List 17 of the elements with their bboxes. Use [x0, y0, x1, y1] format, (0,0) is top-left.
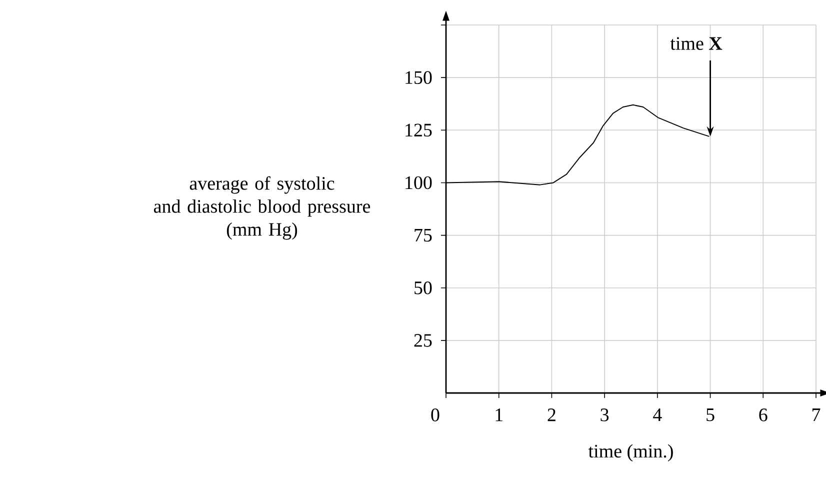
- y-tick-label: 75: [414, 228, 432, 242]
- y-tick-label: 150: [406, 71, 432, 84]
- x-tick-label: 0: [431, 408, 440, 422]
- x-tick-label: 7: [812, 408, 820, 421]
- annotation: time X: [670, 37, 722, 50]
- x-tick-label: 2: [548, 408, 556, 422]
- x-axis-title: time (min.): [588, 444, 673, 462]
- y-tick-label: 125: [406, 124, 432, 137]
- y-tick-label: 25: [414, 334, 432, 347]
- x-tick-label: 1: [496, 408, 502, 422]
- x-tick-label: 4: [653, 408, 662, 422]
- y-tick-label: 50: [414, 281, 432, 294]
- x-tick-label: 6: [759, 408, 768, 422]
- x-tick-label: 3: [600, 408, 609, 422]
- y-axis-title: average of systolic and diastolic blood pressure (mm Hg): [154, 176, 370, 240]
- x-tick-label: 5: [706, 408, 714, 422]
- y-tick-label: 100: [406, 176, 432, 190]
